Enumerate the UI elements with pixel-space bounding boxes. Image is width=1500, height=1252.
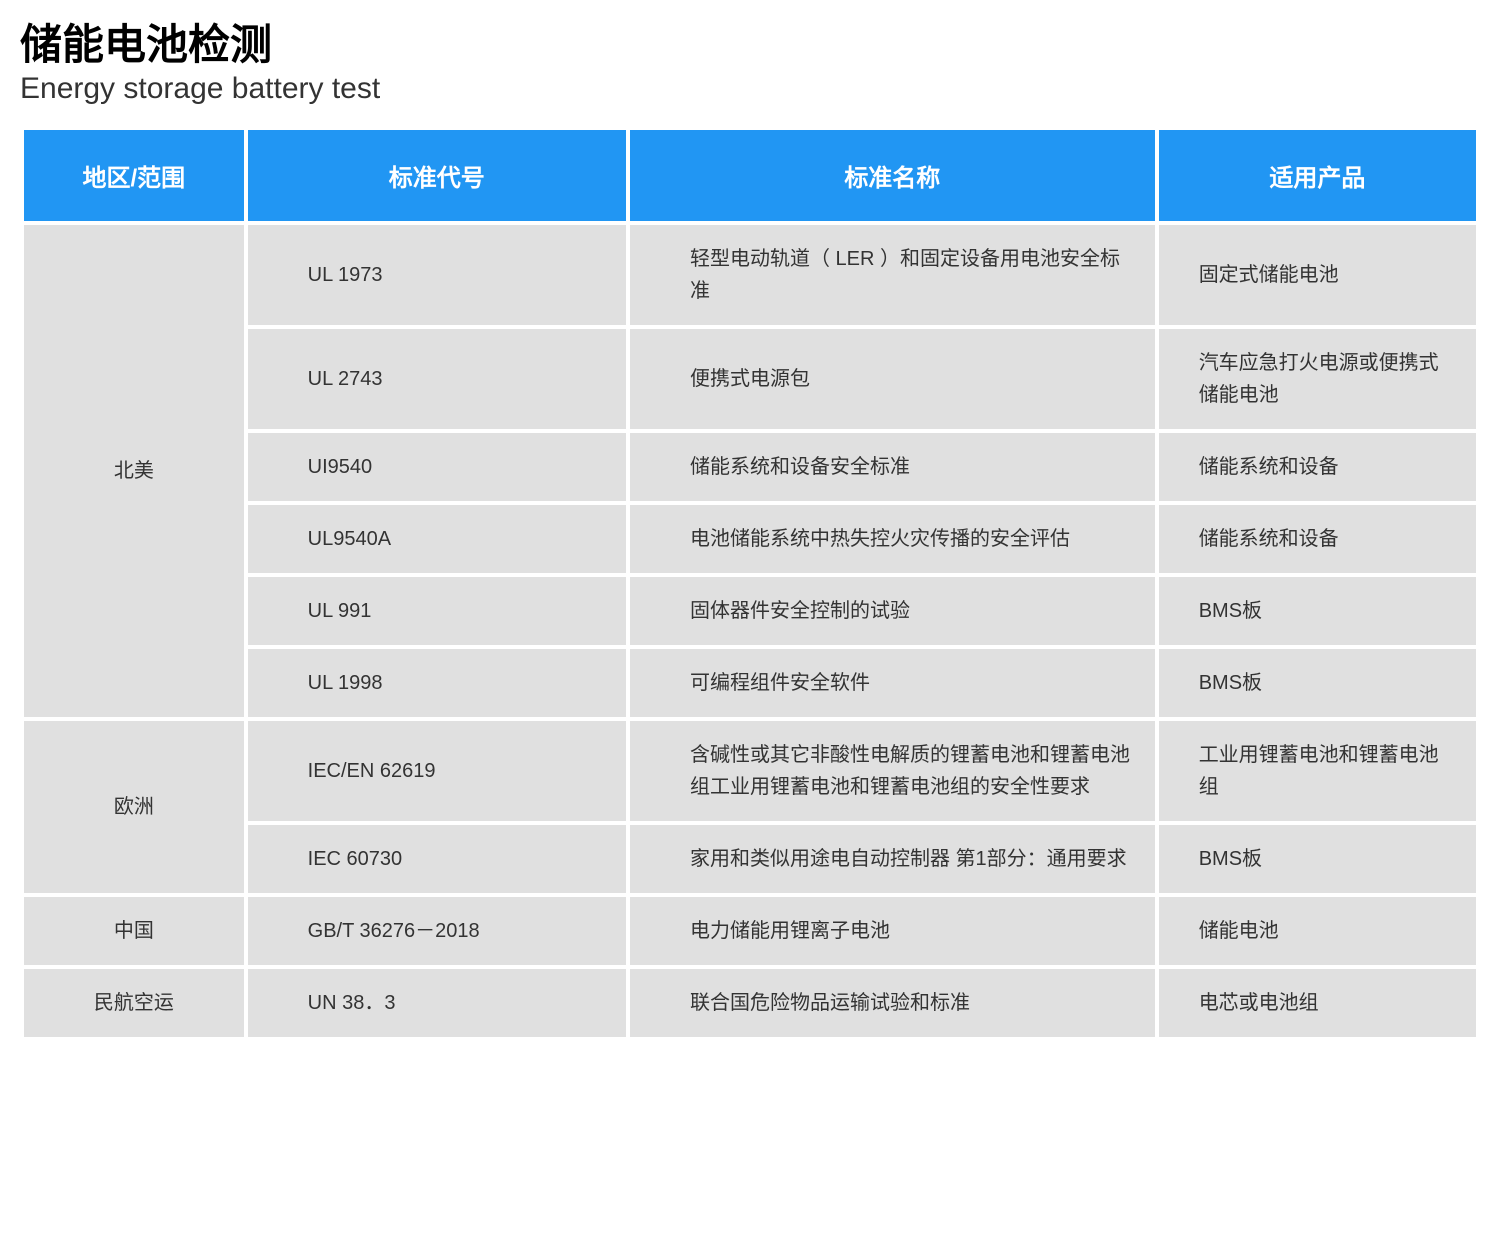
code-cell: UL9540A xyxy=(248,505,626,573)
name-cell: 联合国危险物品运输试验和标准 xyxy=(630,969,1155,1037)
product-cell: 储能电池 xyxy=(1159,897,1476,965)
region-cell: 欧洲 xyxy=(24,721,244,893)
table-row: 中国GB/T 36276－2018电力储能用锂离子电池储能电池 xyxy=(24,897,1476,965)
name-cell: 便携式电源包 xyxy=(630,329,1155,429)
region-cell: 中国 xyxy=(24,897,244,965)
name-cell: 储能系统和设备安全标准 xyxy=(630,433,1155,501)
table-row: 欧洲IEC/EN 62619含碱性或其它非酸性电解质的锂蓄电池和锂蓄电池组工业用… xyxy=(24,721,1476,821)
title-chinese: 储能电池检测 xyxy=(20,20,1480,70)
product-cell: 储能系统和设备 xyxy=(1159,433,1476,501)
product-cell: 储能系统和设备 xyxy=(1159,505,1476,573)
product-cell: 工业用锂蓄电池和锂蓄电池组 xyxy=(1159,721,1476,821)
product-cell: BMS板 xyxy=(1159,577,1476,645)
standards-table: 地区/范围 标准代号 标准名称 适用产品 北美UL 1973轻型电动轨道（ LE… xyxy=(20,126,1480,1041)
code-cell: UL 991 xyxy=(248,577,626,645)
code-cell: UL 1973 xyxy=(248,225,626,325)
product-cell: 电芯或电池组 xyxy=(1159,969,1476,1037)
table-row: 北美UL 1973轻型电动轨道（ LER ）和固定设备用电池安全标准固定式储能电… xyxy=(24,225,1476,325)
name-cell: 固体器件安全控制的试验 xyxy=(630,577,1155,645)
code-cell: UL 2743 xyxy=(248,329,626,429)
code-cell: UI9540 xyxy=(248,433,626,501)
col-header-product: 适用产品 xyxy=(1159,130,1476,221)
name-cell: 含碱性或其它非酸性电解质的锂蓄电池和锂蓄电池组工业用锂蓄电池和锂蓄电池组的安全性… xyxy=(630,721,1155,821)
code-cell: UL 1998 xyxy=(248,649,626,717)
col-header-code: 标准代号 xyxy=(248,130,626,221)
name-cell: 电池储能系统中热失控火灾传播的安全评估 xyxy=(630,505,1155,573)
page-header: 储能电池检测 Energy storage battery test xyxy=(20,20,1480,106)
name-cell: 轻型电动轨道（ LER ）和固定设备用电池安全标准 xyxy=(630,225,1155,325)
product-cell: 汽车应急打火电源或便携式储能电池 xyxy=(1159,329,1476,429)
name-cell: 电力储能用锂离子电池 xyxy=(630,897,1155,965)
product-cell: 固定式储能电池 xyxy=(1159,225,1476,325)
col-header-name: 标准名称 xyxy=(630,130,1155,221)
name-cell: 家用和类似用途电自动控制器 第1部分：通用要求 xyxy=(630,825,1155,893)
name-cell: 可编程组件安全软件 xyxy=(630,649,1155,717)
title-english: Energy storage battery test xyxy=(20,72,1480,106)
code-cell: GB/T 36276－2018 xyxy=(248,897,626,965)
product-cell: BMS板 xyxy=(1159,825,1476,893)
region-cell: 北美 xyxy=(24,225,244,717)
table-row: 民航空运UN 38．3联合国危险物品运输试验和标准电芯或电池组 xyxy=(24,969,1476,1037)
code-cell: IEC 60730 xyxy=(248,825,626,893)
product-cell: BMS板 xyxy=(1159,649,1476,717)
table-header-row: 地区/范围 标准代号 标准名称 适用产品 xyxy=(24,130,1476,221)
region-cell: 民航空运 xyxy=(24,969,244,1037)
code-cell: IEC/EN 62619 xyxy=(248,721,626,821)
col-header-region: 地区/范围 xyxy=(24,130,244,221)
code-cell: UN 38．3 xyxy=(248,969,626,1037)
